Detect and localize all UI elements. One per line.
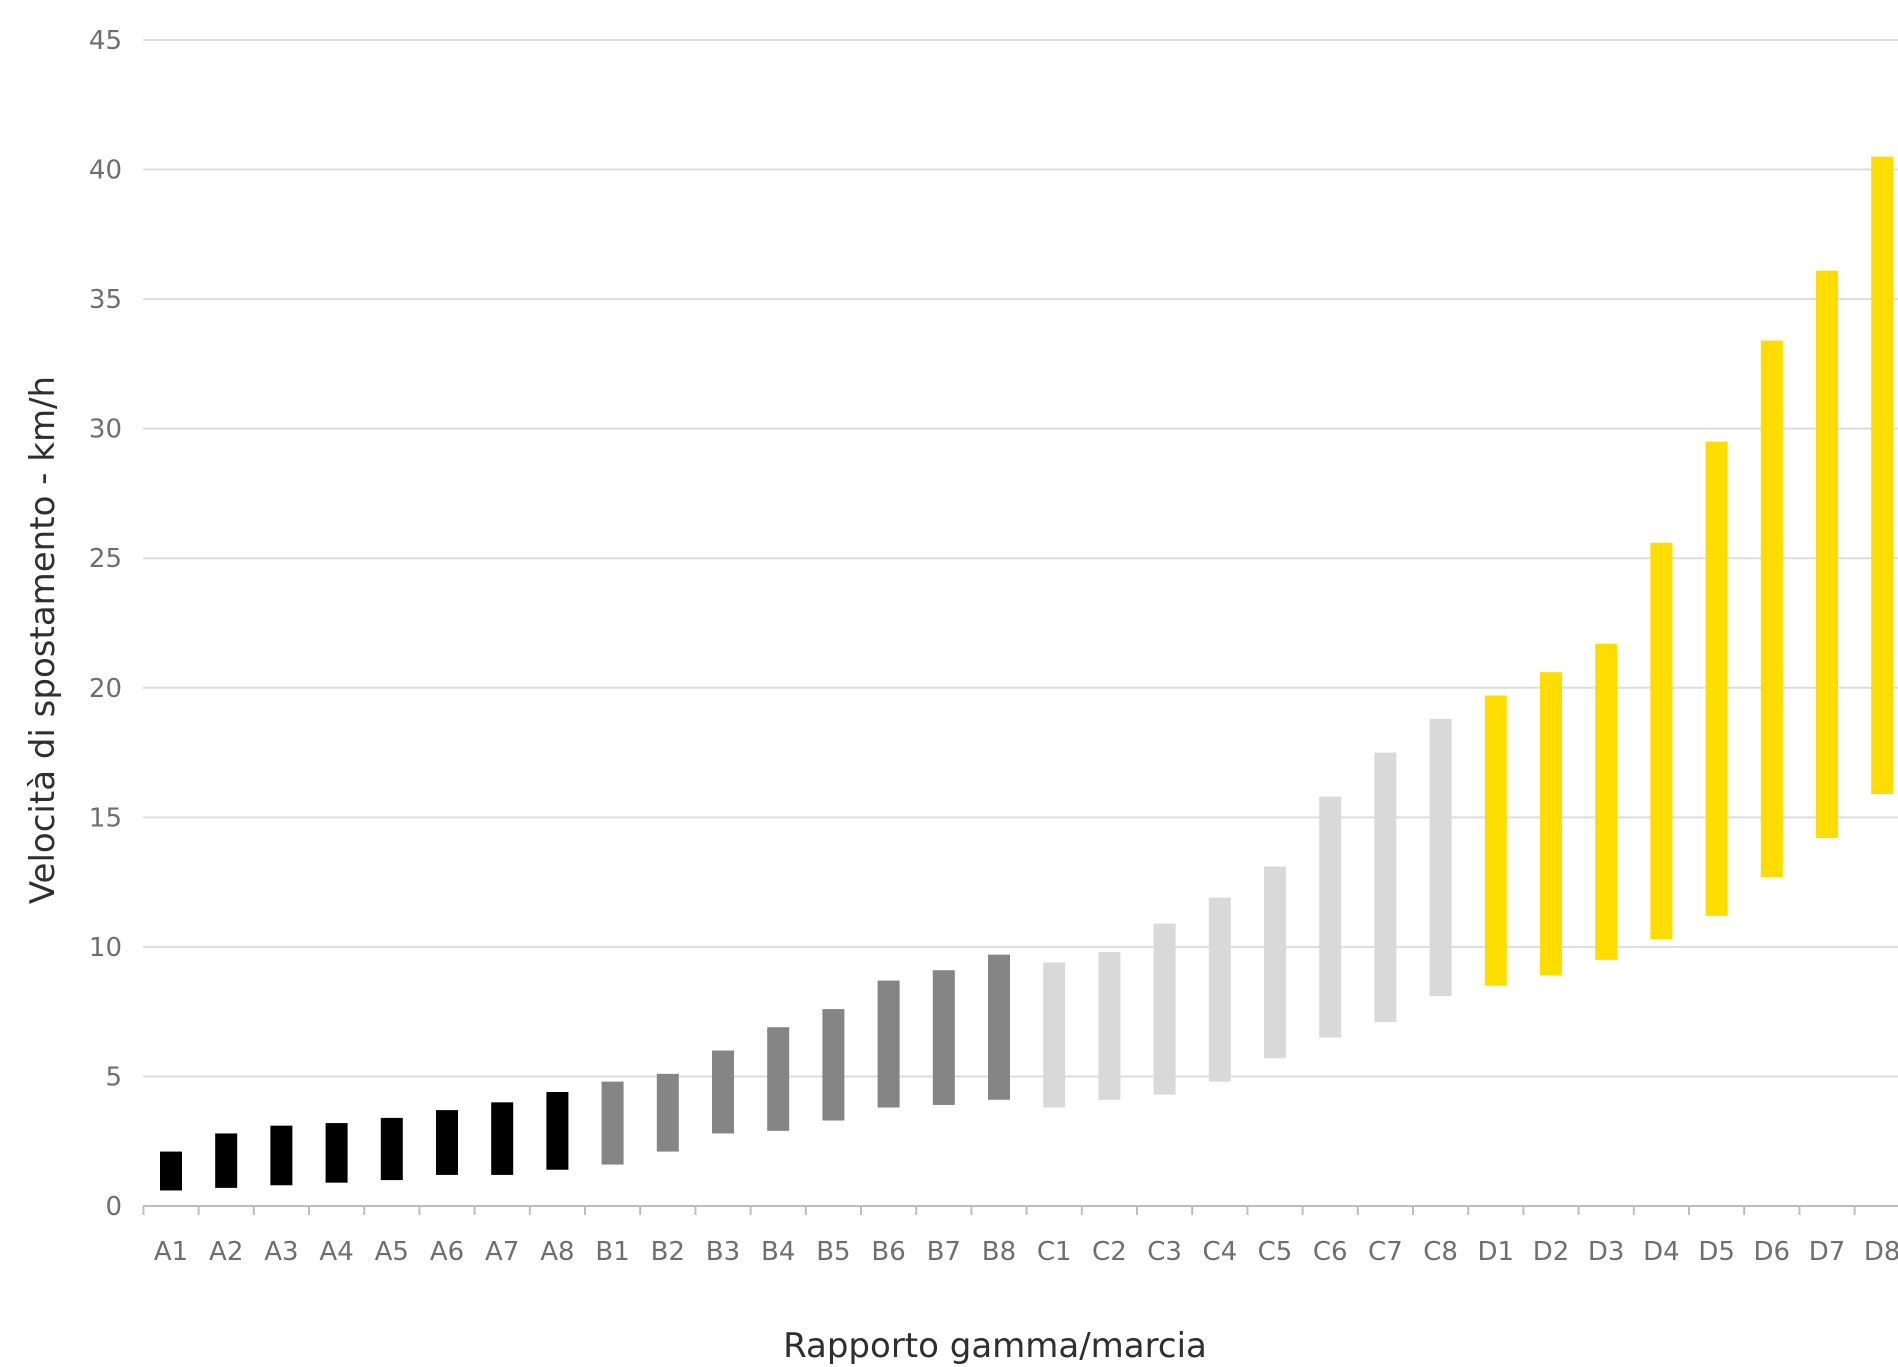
bar-b7 (932, 970, 955, 1105)
bar-c4 (1208, 897, 1231, 1082)
bar-a2 (215, 1133, 238, 1188)
bar-b8 (988, 954, 1010, 1100)
y-tick-label: 0 (105, 1192, 122, 1222)
x-tick-label: D5 (1698, 1237, 1735, 1267)
bar-a3 (270, 1125, 293, 1186)
x-tick-label: D1 (1478, 1237, 1515, 1267)
y-tick-label: 40 (89, 156, 122, 186)
x-tick-label: B2 (651, 1237, 685, 1267)
x-tick-label: A3 (264, 1237, 298, 1267)
x-tick-label: B7 (927, 1237, 961, 1267)
x-tick-label: C1 (1037, 1237, 1072, 1267)
x-tick-label: A4 (319, 1237, 353, 1267)
x-axis-title: Rapporto gamma/marcia (783, 1326, 1207, 1366)
x-tick-label: C7 (1368, 1237, 1403, 1267)
x-tick-label: B1 (595, 1237, 629, 1267)
y-tick-label: 15 (89, 803, 122, 833)
bar-c7 (1374, 752, 1397, 1023)
x-tick-label: A6 (430, 1237, 464, 1267)
bar-a1 (160, 1151, 182, 1191)
bar-a7 (491, 1102, 514, 1175)
y-tick-label: 35 (89, 285, 122, 315)
y-axis-ticks: 0 5 10 15 20 25 30 35 40 45 (89, 26, 122, 1222)
bar-b1 (601, 1081, 624, 1165)
x-axis-ticks: A1 A2 A3 A4 A5 A6 A7 A8 B1 B2 B3 B4 B5 B6 B7 B8 C1 C2 C3 C4… (154, 1237, 1898, 1267)
x-axis (142, 1205, 1898, 1215)
bar-b2 (656, 1073, 679, 1152)
bars (160, 156, 1894, 1191)
y-tick-label: 5 (105, 1062, 122, 1092)
y-tick-label: 25 (89, 544, 122, 574)
x-tick-label: B4 (761, 1237, 795, 1267)
x-tick-label: A2 (209, 1237, 243, 1267)
x-tick-label: D8 (1864, 1237, 1898, 1267)
x-tick-label: B6 (871, 1237, 905, 1267)
x-tick-label: D2 (1533, 1237, 1570, 1267)
x-tick-label: A5 (375, 1237, 409, 1267)
x-tick-label: C6 (1313, 1237, 1348, 1267)
y-tick-label: 10 (89, 933, 122, 963)
x-tick-label: B5 (816, 1237, 850, 1267)
bar-d5 (1705, 441, 1728, 916)
bar-d1 (1484, 695, 1507, 986)
bar-d2 (1540, 672, 1562, 976)
bar-c8 (1429, 718, 1452, 997)
x-tick-label: D6 (1754, 1237, 1791, 1267)
bar-c2 (1098, 952, 1121, 1100)
bar-a8 (546, 1091, 569, 1170)
bar-b5 (822, 1009, 845, 1121)
bar-b4 (767, 1027, 790, 1131)
bar-c1 (1043, 962, 1066, 1108)
bar-d4 (1650, 542, 1673, 940)
x-tick-label: C5 (1258, 1237, 1293, 1267)
gridlines (143, 39, 1898, 1078)
x-tick-label: A7 (485, 1237, 519, 1267)
bar-a6 (436, 1110, 458, 1175)
x-tick-label: A8 (540, 1237, 574, 1267)
x-tick-label: C4 (1202, 1237, 1237, 1267)
bar-d8 (1871, 156, 1894, 795)
y-tick-label: 45 (89, 26, 122, 56)
bar-a5 (380, 1117, 403, 1181)
bar-c5 (1264, 866, 1286, 1059)
bar-d6 (1760, 340, 1783, 877)
bar-d3 (1595, 643, 1618, 960)
x-tick-label: C8 (1423, 1237, 1458, 1267)
x-tick-label: B3 (706, 1237, 740, 1267)
x-tick-label: C2 (1092, 1237, 1127, 1267)
x-tick-label: D3 (1588, 1237, 1625, 1267)
bar-d7 (1816, 270, 1838, 839)
y-axis-title: Velocità di spostamento - km/h (23, 376, 63, 904)
bar-a4 (325, 1123, 348, 1183)
x-tick-label: D4 (1643, 1237, 1680, 1267)
bar-b3 (712, 1050, 734, 1134)
x-tick-label: A1 (154, 1237, 188, 1267)
bar-c6 (1319, 796, 1342, 1038)
x-tick-label: C3 (1147, 1237, 1182, 1267)
bar-c3 (1153, 923, 1176, 1095)
y-tick-label: 30 (89, 415, 122, 445)
x-tick-label: D7 (1809, 1237, 1846, 1267)
x-tick-label: B8 (982, 1237, 1016, 1267)
bar-b6 (877, 980, 900, 1108)
y-tick-label: 20 (89, 674, 122, 704)
